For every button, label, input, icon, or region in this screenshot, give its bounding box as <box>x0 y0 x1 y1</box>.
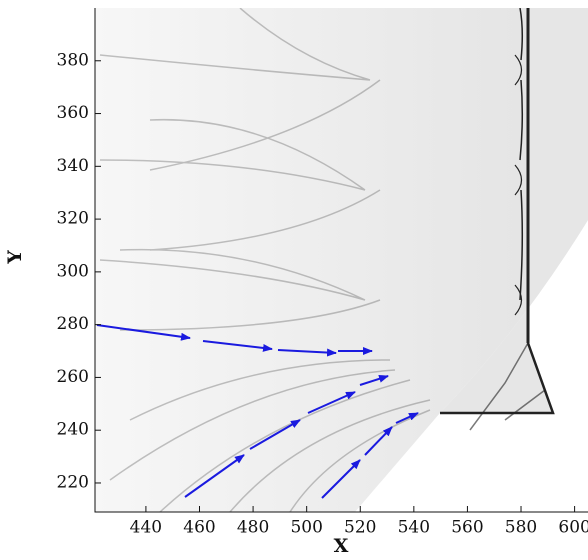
arrow <box>277 348 337 357</box>
arrow <box>364 426 393 456</box>
y-tick-label: 220 <box>57 472 89 492</box>
x-tick-label: 580 <box>505 518 537 538</box>
x-tick-label: 440 <box>130 518 162 538</box>
arrow <box>184 454 245 498</box>
y-tick-label: 300 <box>57 261 89 281</box>
y-tick-label: 280 <box>57 314 89 334</box>
arrow <box>321 459 361 499</box>
y-tick-label: 320 <box>57 209 89 229</box>
y-tick-label: 380 <box>57 50 89 70</box>
arrow <box>359 374 389 386</box>
arrow <box>249 419 301 450</box>
x-tick-label: 500 <box>290 518 322 538</box>
x-tick-label: 460 <box>183 518 215 538</box>
y-tick-label: 260 <box>57 367 89 387</box>
schlieren-image <box>95 8 588 512</box>
streamline-arrows <box>96 324 419 499</box>
x-tick-label: 600 <box>558 518 588 538</box>
x-tick-label: 560 <box>451 518 483 538</box>
arrow <box>395 412 419 424</box>
x-tick-label: 520 <box>344 518 376 538</box>
axes-frame <box>94 8 588 513</box>
x-tick-label: 480 <box>237 518 269 538</box>
y-tick-label: 240 <box>57 420 89 440</box>
x-axis-label: X <box>334 535 349 557</box>
x-tick-label: 540 <box>398 518 430 538</box>
y-tick-label: 360 <box>57 103 89 123</box>
arrow <box>202 340 273 352</box>
y-axis-label: Y <box>4 250 26 265</box>
arrow <box>96 324 191 341</box>
arrow <box>307 391 356 414</box>
y-tick-label: 340 <box>57 156 89 176</box>
